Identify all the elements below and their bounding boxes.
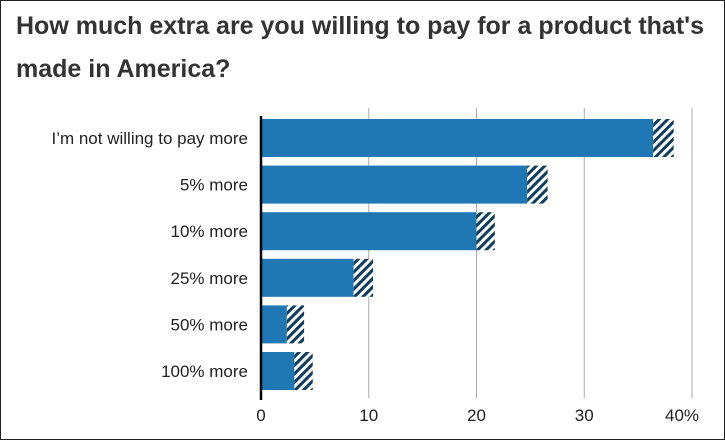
bar-hatch-2 xyxy=(476,212,495,251)
x-tick-labels: 0 10 20 30 40% xyxy=(256,406,699,425)
category-label-5: 100% more xyxy=(161,362,248,381)
x-tick-label-3: 30 xyxy=(575,406,594,425)
category-labels: I’m not willing to pay more 5% more 10% mo… xyxy=(51,129,248,381)
bar-4 xyxy=(261,305,287,344)
category-label-1: 5% more xyxy=(180,176,248,195)
x-tick-label-4: 40% xyxy=(665,406,699,425)
x-tick-label-2: 20 xyxy=(467,406,486,425)
bar-hatch-5 xyxy=(294,352,313,390)
bar-0 xyxy=(261,119,654,157)
bar-3 xyxy=(261,258,354,297)
bar-2 xyxy=(261,212,477,251)
bar-hatch-1 xyxy=(527,165,548,204)
bar-1 xyxy=(261,165,528,204)
bar-5 xyxy=(261,352,295,390)
bar-hatch-3 xyxy=(353,258,374,297)
category-label-4: 50% more xyxy=(171,315,248,334)
x-tick-label-1: 10 xyxy=(359,406,378,425)
x-tick-label-0: 0 xyxy=(256,406,265,425)
category-label-3: 25% more xyxy=(171,269,248,288)
bar-hatch-0 xyxy=(653,119,674,157)
bar-hatch-4 xyxy=(286,305,305,344)
category-label-2: 10% more xyxy=(171,222,248,241)
chart-title: How much extra are you willing to pay fo… xyxy=(16,12,704,83)
category-label-0: I’m not willing to pay more xyxy=(51,129,248,148)
bars xyxy=(261,119,674,390)
